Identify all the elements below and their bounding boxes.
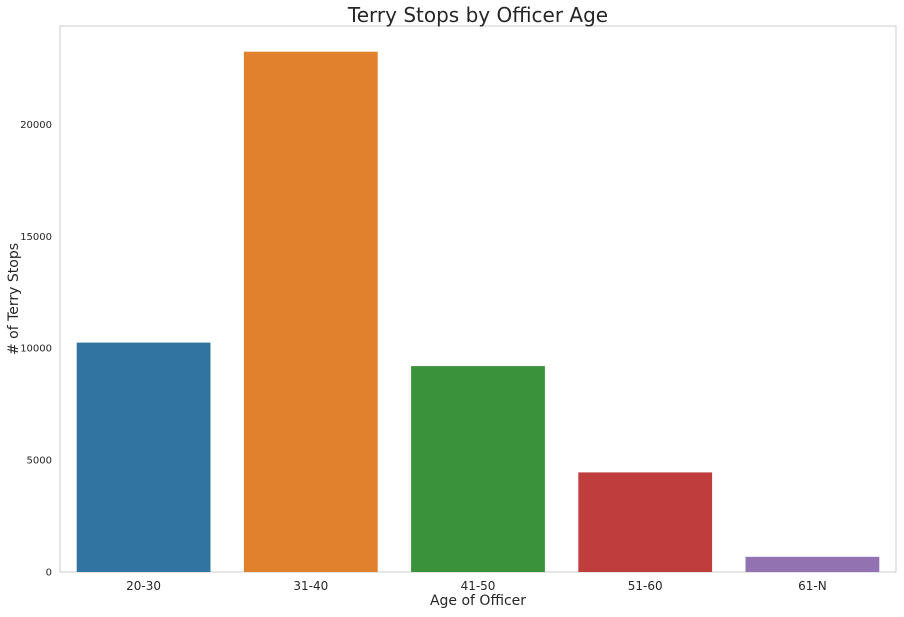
bar-61-N bbox=[745, 556, 880, 572]
chart-title: Terry Stops by Officer Age bbox=[347, 3, 608, 27]
y-tick-label: 10000 bbox=[20, 344, 52, 355]
x-tick-label: 20-30 bbox=[126, 579, 161, 593]
y-tick-label: 0 bbox=[46, 568, 52, 579]
bar-20-30 bbox=[76, 342, 211, 572]
bar-41-50 bbox=[411, 366, 545, 572]
x-tick-label: 61-N bbox=[798, 579, 827, 593]
x-tick-label: 41-50 bbox=[461, 579, 496, 593]
x-tick-label: 31-40 bbox=[293, 579, 328, 593]
bar-31-40 bbox=[243, 51, 378, 572]
x-axis-label: Age of Officer bbox=[430, 593, 526, 609]
bar-51-60 bbox=[578, 472, 713, 572]
y-axis-ticks: 0 5000 10000 15000 20000 bbox=[20, 120, 52, 579]
x-tick-label: 51-60 bbox=[628, 579, 663, 593]
y-tick-label: 20000 bbox=[20, 120, 52, 131]
y-axis-label: # of Terry Stops bbox=[6, 243, 22, 355]
y-tick-label: 15000 bbox=[20, 232, 52, 243]
x-axis-ticks: 20-30 31-40 41-50 51-60 61-N bbox=[126, 579, 827, 593]
y-tick-label: 5000 bbox=[27, 456, 52, 467]
bars-group bbox=[76, 51, 880, 572]
